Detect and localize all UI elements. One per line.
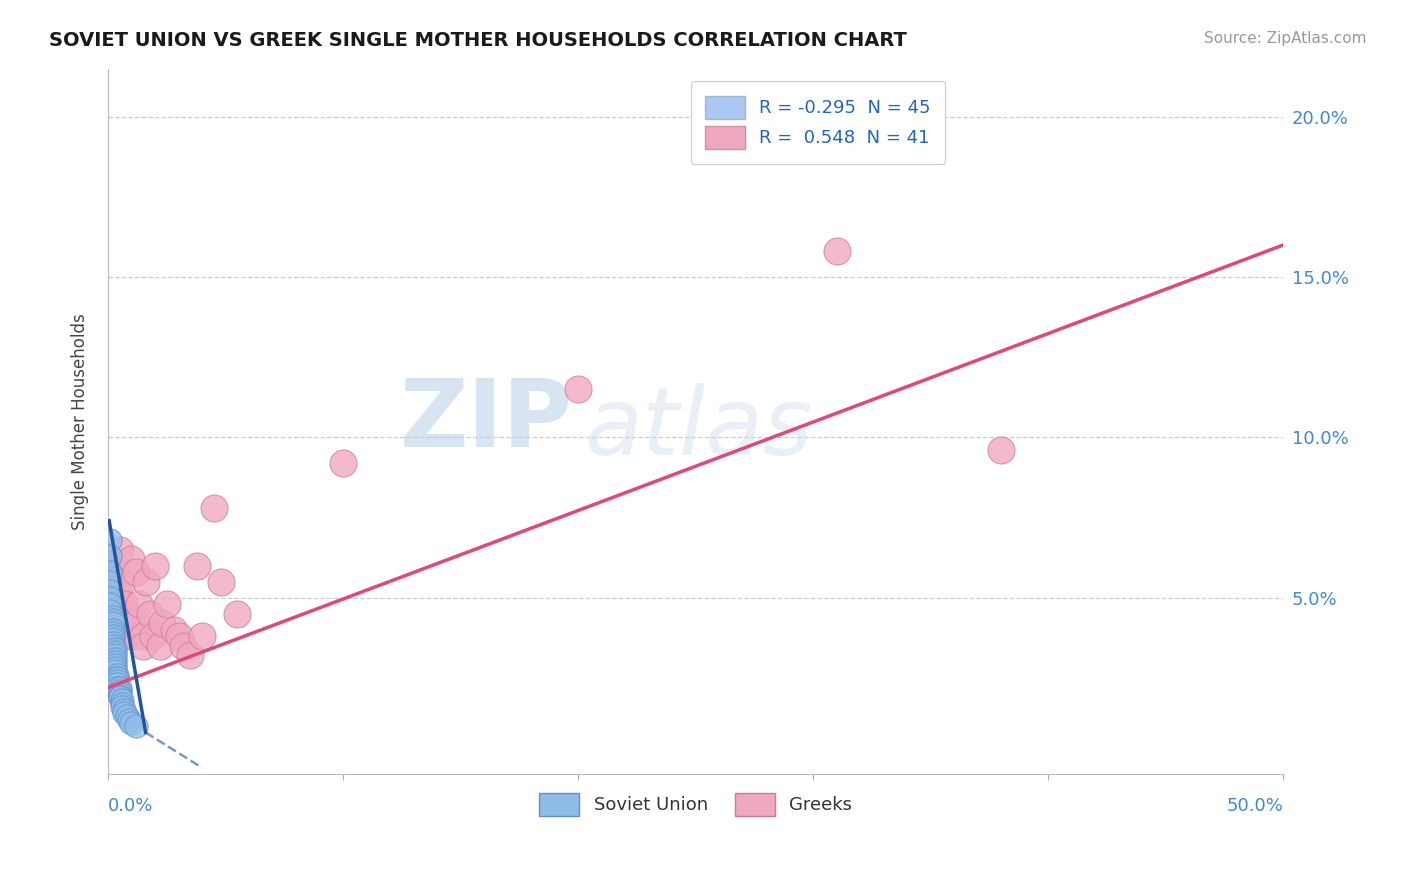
Point [101,639,124,653]
Point [135,574,157,589]
Point [98,533,121,547]
Point [105,681,128,695]
Point [115,709,138,723]
Point [108,687,131,701]
Point [191,629,214,643]
Point [121,715,143,730]
Point [105,677,128,691]
Point [172,639,194,653]
Point [186,558,208,573]
Point [108,690,131,705]
Point [108,629,131,643]
Point [111,574,134,589]
Point [128,597,150,611]
Point [132,639,155,653]
Point [143,558,166,573]
Point [111,693,134,707]
Point [101,597,124,611]
Point [121,629,143,643]
Point [114,597,136,611]
Point [98,574,121,589]
Point [104,655,127,669]
Point [98,565,121,579]
Point [104,648,127,663]
Point [101,629,124,643]
Point [101,574,124,589]
Point [226,607,249,621]
Point [156,597,179,611]
Point [105,674,128,689]
Point [115,607,138,621]
Point [125,565,148,579]
Point [150,616,173,631]
Point [98,591,121,605]
Text: ZIP: ZIP [399,376,572,467]
Point [108,681,131,695]
Point [114,703,136,717]
Point [115,616,138,631]
Text: atlas: atlas [583,383,813,474]
Point [167,629,190,643]
Point [105,565,128,579]
Point [101,616,124,631]
Point [142,629,165,643]
Text: Source: ZipAtlas.com: Source: ZipAtlas.com [1204,31,1367,46]
Point [101,632,124,647]
Point [105,671,128,685]
Point [104,658,127,673]
Legend: Soviet Union, Greeks: Soviet Union, Greeks [530,784,860,825]
Point [567,382,589,396]
Point [104,616,127,631]
Point [105,584,128,599]
Point [98,584,121,599]
Point [163,623,186,637]
Point [209,574,232,589]
Point [101,626,124,640]
Point [121,552,143,566]
Point [101,610,124,624]
Point [104,642,127,657]
Point [118,713,141,727]
Point [105,667,128,681]
Point [179,648,201,663]
Point [114,706,136,721]
Point [990,443,1012,458]
Point [111,697,134,711]
Point [104,661,127,675]
Point [139,607,162,621]
Point [132,629,155,643]
Point [101,613,124,627]
Text: 50.0%: 50.0% [1226,797,1284,815]
Point [202,500,225,515]
Text: SOVIET UNION VS GREEK SINGLE MOTHER HOUSEHOLDS CORRELATION CHART: SOVIET UNION VS GREEK SINGLE MOTHER HOUS… [49,31,907,50]
Point [104,651,127,665]
Point [825,244,848,259]
Point [111,699,134,714]
Point [104,558,127,573]
Point [98,607,121,621]
Point [98,603,121,617]
Point [104,645,127,659]
Text: 0.0%: 0.0% [108,797,153,815]
Point [108,683,131,698]
Point [108,542,131,557]
Point [108,690,131,705]
Point [98,597,121,611]
Point [105,671,128,685]
Point [125,719,148,733]
Point [332,456,354,470]
Point [104,665,127,679]
Point [98,549,121,563]
Point [149,639,172,653]
Point [98,591,121,605]
Point [101,623,124,637]
Y-axis label: Single Mother Households: Single Mother Households [72,313,89,530]
Point [125,616,148,631]
Point [101,635,124,649]
